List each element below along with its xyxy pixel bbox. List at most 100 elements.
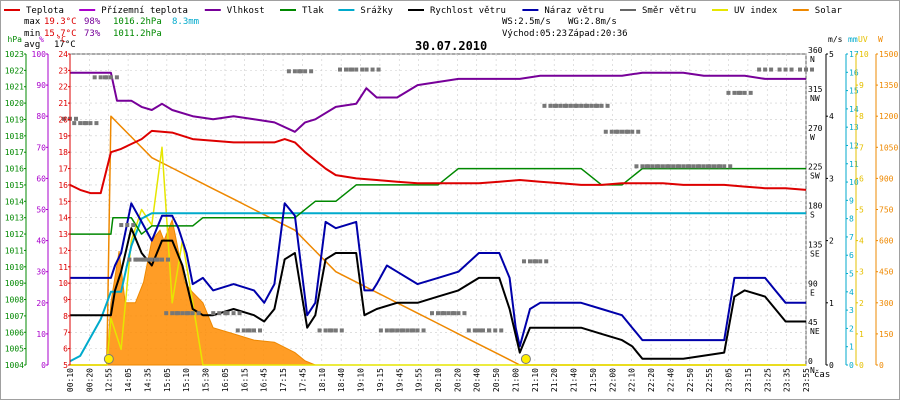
wind-dir-point: [370, 67, 375, 72]
axis-uv-tick: 5: [859, 206, 864, 215]
stat-max-label: max: [24, 17, 41, 27]
wind-dir-point: [62, 116, 66, 121]
wind-dir-point: [466, 328, 471, 333]
axis-hpa-tick: 1020: [5, 99, 24, 108]
wind-dir-point: [405, 328, 410, 333]
axis-pct-tick: 60: [36, 174, 46, 183]
axis-temp-tick: 11: [58, 263, 68, 272]
wind-dir-point: [378, 328, 383, 333]
wind-dir-point: [605, 103, 610, 108]
x-tick-label: 17:45: [298, 368, 307, 392]
wind-dir-point: [548, 103, 553, 108]
wind-dir-point: [164, 311, 169, 316]
axis-hpa-tick: 1012: [5, 230, 24, 239]
x-tick-label: 00:20: [85, 368, 94, 392]
wind-dir-point: [333, 328, 338, 333]
axis-dir-deg: 180: [808, 202, 823, 211]
axis-temp-tick: 8: [63, 312, 68, 321]
wind-dir-point: [102, 75, 107, 80]
wind-dir-point: [246, 328, 250, 333]
stat-min-temp: 15.7°C: [44, 29, 77, 39]
stat-avg-temp: 17°C: [54, 40, 76, 50]
axis-pct-tick: 50: [36, 206, 46, 215]
wind-dir-point: [472, 328, 477, 333]
axis-w-tick: 1500: [879, 50, 898, 59]
axis-hpa-tick: 1017: [5, 148, 24, 157]
wind-dir-point: [88, 121, 93, 126]
wind-dir-point: [139, 257, 144, 262]
axis-dir-name: SE: [810, 249, 820, 258]
wind-dir-point: [630, 129, 635, 134]
x-tick-label: 19:55: [415, 368, 424, 392]
axis-mm-tick: 7: [849, 233, 854, 242]
wg-text: WG:2.8m/s: [568, 17, 617, 27]
wind-dir-point: [303, 69, 308, 74]
wind-dir-point: [94, 121, 99, 126]
axis-w-tick: 300: [879, 299, 894, 308]
wind-dir-point: [143, 257, 148, 262]
wind-dir-point: [82, 121, 87, 126]
axis-hpa-tick: 1019: [5, 115, 24, 124]
wind-dir-point: [360, 67, 365, 72]
axis-dir-name: N: [810, 366, 815, 375]
wind-dir-point: [522, 259, 526, 264]
axis-uv-tick: 1: [859, 330, 864, 339]
wind-dir-point: [777, 67, 782, 72]
wind-dir-point: [487, 328, 492, 333]
axis-dir-deg: 225: [808, 163, 823, 172]
wind-dir-point: [237, 311, 242, 316]
x-tick-label: 19:15: [376, 368, 385, 392]
wind-dir-point: [309, 69, 314, 74]
axis-uv-tick: 2: [859, 299, 864, 308]
legend-label-0: Teplota: [26, 6, 64, 16]
axis-dir-deg: 270: [808, 124, 823, 133]
axis-mm-tick: 3: [849, 306, 854, 315]
axis-w-tick: 600: [879, 237, 894, 246]
axis-uv-unit: UV: [858, 35, 868, 44]
ws-text: WS:2.5m/s: [502, 17, 551, 27]
wind-dir-point: [133, 257, 138, 262]
axis-w-tick: 750: [879, 206, 894, 215]
x-tick-label: 21:00: [511, 368, 520, 392]
axis-hpa-tick: 1014: [5, 197, 24, 206]
axis-mm-tick: 11: [849, 160, 859, 169]
wind-dir-point: [154, 257, 158, 262]
wind-dir-point: [712, 164, 716, 169]
wind-dir-point: [609, 129, 614, 134]
axis-ms-tick: 4: [829, 112, 834, 121]
stat-max-hum: 98%: [84, 17, 101, 27]
x-tick-label: 15:10: [182, 368, 191, 392]
wind-dir-point: [810, 67, 814, 72]
wind-dir-point: [286, 69, 291, 74]
axis-dir-name: NW: [810, 94, 820, 103]
axis-mm-tick: 12: [849, 141, 859, 150]
axis-dir-name: NE: [810, 327, 820, 336]
wind-dir-point: [211, 311, 216, 316]
wind-dir-point: [499, 328, 504, 333]
wind-dir-point: [348, 67, 353, 72]
wind-dir-point: [127, 257, 132, 262]
series-vlhkost: [70, 71, 806, 133]
wind-dir-point: [757, 67, 762, 72]
wind-dir-point: [691, 164, 696, 169]
wind-dir-point: [614, 129, 618, 134]
stat-max-press: 1016.2hPa: [113, 17, 162, 27]
axis-hpa-tick: 1018: [5, 132, 24, 141]
wind-dir-point: [135, 257, 140, 262]
axis-dir-name: N: [810, 55, 815, 64]
axis-mm-tick: 17: [849, 50, 859, 59]
axis-dir-name: E: [810, 288, 815, 297]
wind-dir-point: [769, 67, 774, 72]
axis-mm-tick: 2: [849, 324, 854, 333]
wind-dir-point: [804, 67, 808, 72]
wind-dir-point: [119, 223, 124, 228]
wind-dir-point: [338, 67, 342, 72]
axis-temp-tick: 23: [58, 66, 68, 75]
wind-dir-point: [364, 67, 369, 72]
x-tick-label: 14:05: [124, 368, 133, 392]
wind-dir-point: [327, 328, 332, 333]
x-tick-label: 22:55: [705, 368, 714, 392]
wind-dir-point: [223, 311, 228, 316]
axis-temp-tick: 16: [58, 181, 68, 190]
